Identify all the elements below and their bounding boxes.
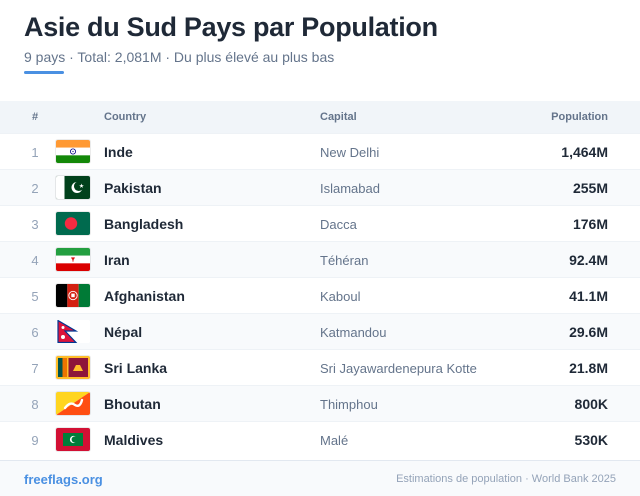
title-accent-bar: [24, 71, 64, 74]
table-row[interactable]: 9 Maldives Malé 530K: [0, 421, 640, 457]
rank-cell: 1: [31, 145, 39, 160]
population-column-header: Population: [551, 111, 608, 123]
bhutan-flag-icon: [56, 392, 90, 415]
rank-cell: 8: [31, 397, 39, 412]
country-name: Bhoutan: [104, 396, 161, 412]
population-cell: 41.1M: [569, 288, 608, 304]
rank-cell: 3: [31, 217, 39, 232]
bangladesh-flag-icon: [56, 212, 90, 235]
country-name: Bangladesh: [104, 216, 184, 232]
page-subtitle: 9 pays · Total: 2,081M · Du plus élevé a…: [24, 49, 335, 65]
capital-cell: Katmandou: [320, 325, 387, 340]
country-name: Inde: [104, 144, 133, 160]
table-row[interactable]: 6 Népal Katmandou 29.6M: [0, 313, 640, 349]
capital-cell: Islamabad: [320, 181, 380, 196]
pakistan-flag-icon: [56, 176, 90, 199]
population-cell: 530K: [574, 432, 608, 448]
rank-cell: 6: [31, 325, 39, 340]
population-cell: 29.6M: [569, 324, 608, 340]
rank-column-header: #: [32, 111, 39, 123]
capital-cell: Téhéran: [320, 253, 369, 268]
table-row[interactable]: 7 Sri Lanka Sri Jayawardenepura Kotte 21…: [0, 349, 640, 385]
country-name: Sri Lanka: [104, 360, 168, 376]
rank-cell: 2: [31, 181, 39, 196]
population-cell: 92.4M: [569, 252, 608, 268]
table-row[interactable]: 5 Afghanistan Kaboul 41.1M: [0, 277, 640, 313]
capital-cell: Sri Jayawardenepura Kotte: [320, 361, 477, 376]
country-name: Pakistan: [104, 180, 162, 196]
capital-cell: Malé: [320, 433, 349, 448]
page-footer: freeflags.org Estimations de population …: [0, 460, 640, 496]
nepal-flag-icon: [56, 320, 90, 343]
afghanistan-flag-icon: [56, 284, 90, 307]
population-cell: 176M: [572, 216, 608, 232]
country-name: Iran: [104, 252, 130, 268]
population-cell: 21.8M: [569, 360, 608, 376]
table-row[interactable]: 3 Bangladesh Dacca 176M: [0, 205, 640, 241]
table-header: # Country Capital Population: [0, 101, 640, 133]
country-column-header: Country: [104, 111, 147, 123]
capital-cell: New Delhi: [320, 145, 380, 160]
rank-cell: 5: [31, 289, 39, 304]
capital-cell: Kaboul: [320, 289, 361, 304]
maldives-flag-icon: [56, 428, 90, 451]
capital-cell: Thimphou: [320, 397, 378, 412]
site-link[interactable]: freeflags.org: [24, 472, 103, 487]
population-table: # Country Capital Population 1 Inde New …: [0, 101, 640, 457]
page-title: Asie du Sud Pays par Population: [24, 12, 438, 42]
capital-cell: Dacca: [320, 217, 357, 232]
population-cell: 1,464M: [561, 144, 608, 160]
population-cell: 800K: [574, 396, 608, 412]
population-cell: 255M: [572, 180, 608, 196]
table-row[interactable]: 2 Pakistan Islamabad 255M: [0, 169, 640, 205]
table-row[interactable]: 1 Inde New Delhi 1,464M: [0, 133, 640, 169]
table-row[interactable]: 4 Iran Téhéran 92.4M: [0, 241, 640, 277]
rank-cell: 4: [31, 253, 39, 268]
iran-flag-icon: [56, 248, 90, 271]
country-name: Népal: [104, 324, 143, 340]
country-name: Maldives: [104, 432, 164, 448]
rank-cell: 9: [31, 433, 39, 448]
table-row[interactable]: 8 Bhoutan Thimphou 800K: [0, 385, 640, 421]
capital-column-header: Capital: [320, 111, 357, 123]
sri-lanka-flag-icon: [56, 356, 90, 379]
country-name: Afghanistan: [104, 288, 185, 304]
rank-cell: 7: [31, 361, 39, 376]
source-note: Estimations de population · World Bank 2…: [396, 473, 616, 485]
india-flag-icon: [56, 140, 90, 163]
